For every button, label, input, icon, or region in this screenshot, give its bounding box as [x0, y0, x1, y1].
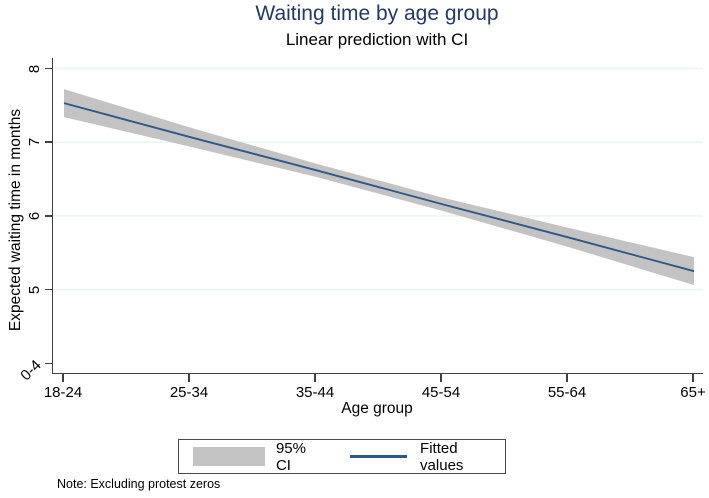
- x-tick-55-64: [566, 374, 568, 382]
- x-tick-label-55-64: 55-64: [547, 384, 587, 401]
- legend-ci-label: 95% CI: [275, 439, 306, 474]
- y-tick-7: [45, 141, 52, 143]
- x-tick-45-54: [440, 374, 442, 382]
- x-tick-label-25-34: 25-34: [169, 384, 209, 401]
- legend-ci-swatch: [193, 447, 265, 466]
- x-tick-25-34: [188, 374, 190, 382]
- x-axis-title: Age group: [341, 400, 413, 417]
- y-tick-0-4: [45, 362, 52, 365]
- legend-line-swatch: [350, 455, 408, 458]
- y-tick-8: [45, 67, 52, 70]
- y-tick-label-8: 8: [25, 64, 43, 73]
- y-tick-label-5: 5: [25, 285, 43, 294]
- legend-fitted-label: Fitted values: [420, 439, 464, 474]
- x-tick-35-44: [314, 374, 316, 382]
- y-tick-5: [45, 288, 52, 291]
- y-tick-label-6: 6: [25, 211, 43, 221]
- fitted-line: [63, 102, 695, 273]
- y-axis-title: Expected waiting time in months: [7, 108, 24, 332]
- x-tick-65+: [692, 374, 694, 382]
- x-tick-label-45-54: 45-54: [421, 384, 461, 401]
- chart-subtitle: Linear prediction with CI: [285, 30, 469, 49]
- plot-area: [52, 58, 703, 374]
- plot-canvas: [53, 67, 703, 291]
- chart-title: Waiting time by age group: [255, 2, 499, 25]
- legend-box: 95% CI Fitted values: [178, 439, 506, 474]
- x-tick-18-24: [62, 374, 64, 382]
- y-tick-6: [45, 215, 52, 217]
- x-tick-label-65+: 65+: [680, 384, 706, 401]
- x-tick-label-18-24: 18-24: [43, 384, 83, 401]
- y-tick-label-7: 7: [25, 138, 43, 147]
- gridlines: [53, 67, 703, 291]
- note-text: Note: Excluding protest zeros: [57, 477, 221, 491]
- x-tick-label-35-44: 35-44: [295, 384, 335, 401]
